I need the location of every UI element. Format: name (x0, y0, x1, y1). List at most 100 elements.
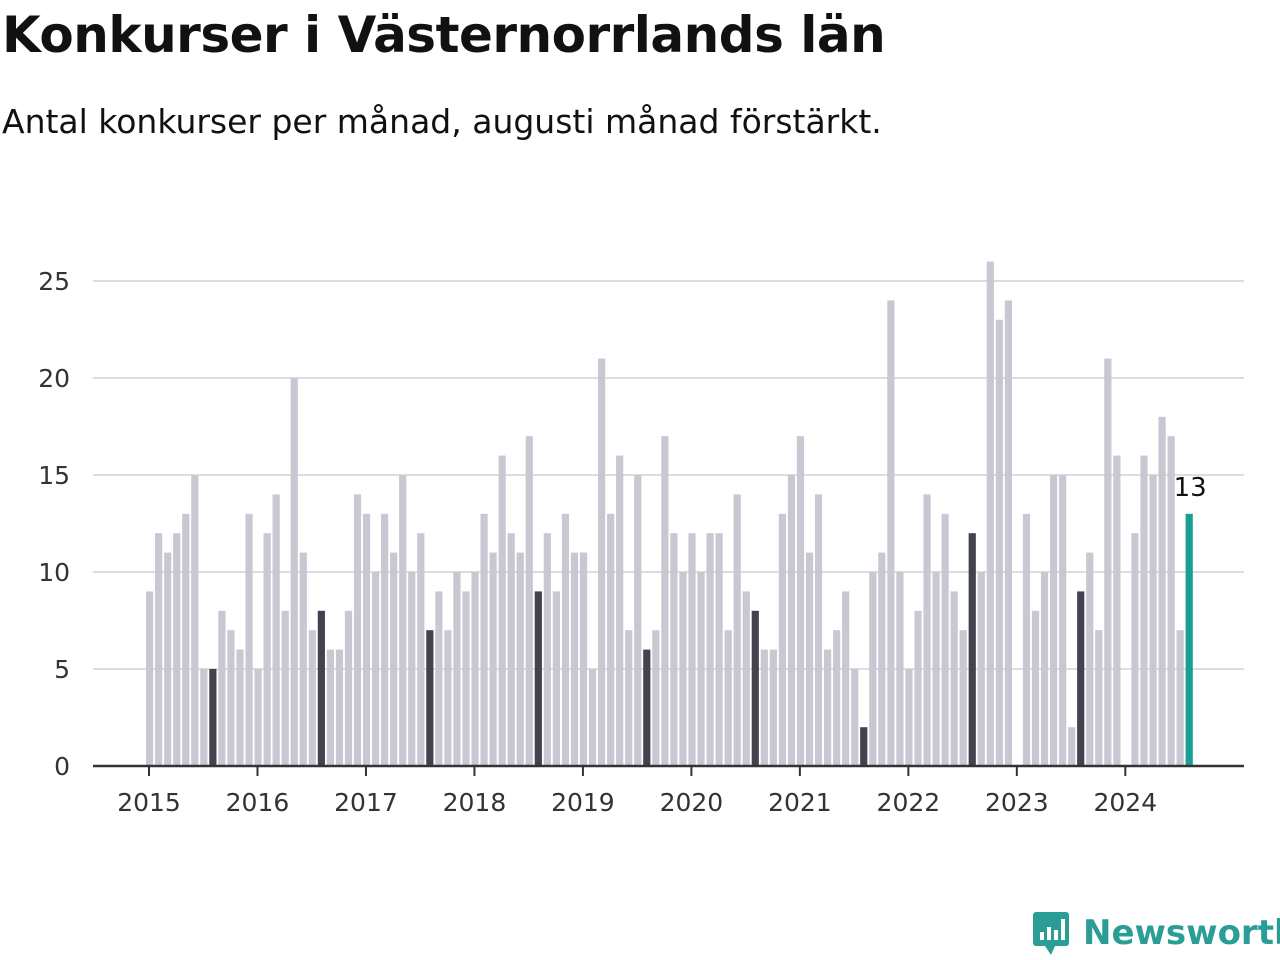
bar (471, 572, 479, 766)
bar (290, 378, 298, 766)
bar (697, 572, 705, 766)
bar (281, 610, 289, 766)
bar (833, 630, 841, 766)
bar (326, 649, 334, 766)
bar (796, 436, 805, 766)
bar (923, 494, 931, 766)
bars (146, 261, 1193, 766)
chart-title: Konkurser i Västernorrlands län (2, 6, 886, 64)
bar (381, 513, 389, 766)
bar (308, 630, 316, 766)
newsworthy-logo-icon (1033, 912, 1069, 955)
bar (155, 533, 163, 766)
bar (507, 533, 515, 766)
bar (670, 533, 678, 766)
bar (245, 513, 253, 766)
bar (598, 358, 606, 766)
bar (914, 610, 922, 766)
bar (1040, 572, 1049, 766)
brand-logo: Newsworthy (1031, 910, 1280, 956)
bar (408, 572, 416, 766)
bar (1095, 630, 1103, 766)
bar (607, 513, 615, 766)
bar (1050, 475, 1058, 766)
august-bar (751, 610, 759, 766)
bar (588, 669, 597, 766)
august-bar (534, 591, 542, 766)
bar (896, 572, 904, 766)
bar (760, 649, 768, 766)
bar (824, 649, 832, 766)
august-bar (209, 669, 217, 766)
bar (236, 649, 244, 766)
bar (625, 630, 633, 766)
bar (661, 436, 669, 766)
bar (498, 455, 506, 766)
bar (715, 533, 723, 766)
x-tick-label: 2023 (985, 788, 1049, 817)
bar (453, 572, 461, 766)
bar (977, 572, 985, 766)
x-tick-label: 2016 (226, 788, 290, 817)
bar (814, 494, 823, 766)
bar (787, 475, 796, 766)
x-tick-label: 2018 (443, 788, 507, 817)
bar (1022, 513, 1031, 766)
bar (778, 513, 786, 766)
bar (1004, 300, 1012, 766)
bar (480, 513, 488, 766)
bar (1149, 475, 1157, 766)
bar (173, 533, 181, 766)
x-tick-label: 2020 (660, 788, 724, 817)
y-axis-ticks: 0 5 10 15 20 25 (38, 267, 70, 781)
y-tick-label: 20 (38, 364, 70, 393)
y-tick-label: 25 (38, 267, 70, 296)
bar (878, 552, 886, 766)
bar (272, 494, 280, 766)
bar (805, 552, 814, 766)
bar (516, 552, 524, 766)
bar (570, 552, 579, 766)
bar (1104, 358, 1112, 766)
bar (769, 649, 777, 766)
bar (634, 475, 642, 766)
august-bar (1077, 591, 1085, 766)
bar (1167, 436, 1175, 766)
y-tick-label: 15 (38, 461, 70, 490)
bar (335, 649, 344, 766)
bar (489, 552, 497, 766)
bar (200, 669, 208, 766)
bar (1031, 610, 1040, 766)
x-axis-ticks: 2015 2016 2017 2018 2019 2020 2021 2022 2023 2024 (117, 766, 1157, 817)
bar (362, 513, 371, 766)
bar (525, 436, 533, 766)
bar (543, 533, 551, 766)
bar (254, 669, 262, 766)
bar (462, 591, 470, 766)
bar (218, 610, 226, 766)
bar (435, 591, 443, 766)
bar (299, 552, 307, 766)
latest-value-label: 13 (1174, 473, 1207, 503)
august-bar (860, 727, 868, 766)
x-tick-label: 2021 (768, 788, 832, 817)
bar (688, 533, 696, 766)
x-tick-label: 2017 (334, 788, 398, 817)
latest-bar (1185, 513, 1193, 766)
bar (227, 630, 235, 766)
bar (995, 319, 1003, 766)
bar (986, 261, 994, 766)
bar (1176, 630, 1184, 766)
august-bar (968, 533, 976, 766)
august-bar (643, 649, 651, 766)
bar (851, 669, 859, 766)
bar (1059, 475, 1067, 766)
bar (561, 513, 570, 766)
bar (706, 533, 714, 766)
bar (959, 630, 967, 766)
bar (191, 475, 199, 766)
bar (869, 572, 877, 766)
chart-subtitle: Antal konkurser per månad, augusti månad… (2, 102, 882, 141)
y-tick-label: 0 (54, 752, 70, 781)
brand-name: Newsworthy (1083, 913, 1280, 953)
